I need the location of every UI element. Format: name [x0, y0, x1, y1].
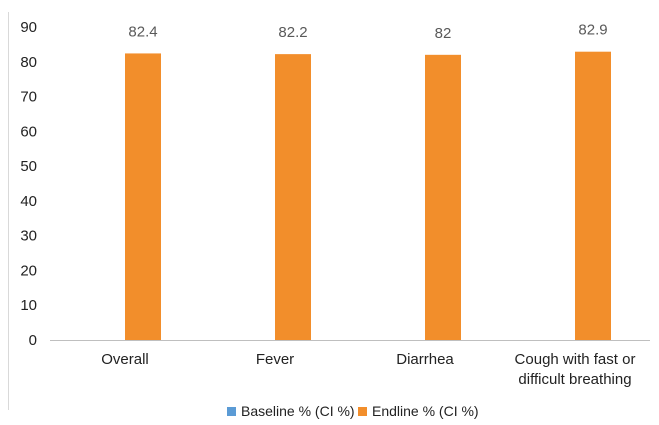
y-tick-label: 10: [20, 297, 37, 314]
x-category-label: Diarrhea: [396, 351, 454, 368]
x-category-label: Overall: [101, 351, 149, 368]
bar-value-label: 82.4: [128, 23, 157, 40]
bar-value-label: 82: [435, 25, 452, 42]
x-category-label: Cough with fast or difficult breathing: [515, 351, 636, 388]
x-category-label-line: Cough with fast or: [515, 351, 636, 368]
y-tick-label: 80: [20, 54, 37, 71]
y-tick-label: 0: [29, 332, 37, 349]
bar-value-label: 82.9: [578, 22, 607, 39]
legend-label: Endline % (CI %): [372, 403, 479, 419]
y-tick-label: 70: [20, 89, 37, 106]
bar-endline: [575, 51, 611, 340]
x-category-label-line: difficult breathing: [518, 371, 631, 388]
x-category-label: Fever: [256, 351, 294, 368]
y-tick-label: 30: [20, 228, 37, 245]
legend-swatch: [227, 407, 236, 416]
y-axis: 0 10 20 30 40 50 60 70 80 90: [8, 12, 37, 410]
bar-endline: [425, 54, 461, 340]
data-labels: 82.4 82.2 82 82.9: [128, 22, 607, 42]
bar-value-label: 82.2: [278, 24, 307, 41]
bar-endline: [125, 53, 161, 340]
bars: [125, 51, 611, 340]
legend: Baseline % (CI %) Endline % (CI %): [227, 403, 479, 419]
legend-swatch: [358, 407, 367, 416]
y-tick-label: 90: [20, 19, 37, 36]
y-tick-label: 60: [20, 123, 37, 140]
x-category-label-line: Overall: [101, 351, 149, 368]
y-tick-label: 50: [20, 158, 37, 175]
x-category-label-line: Diarrhea: [396, 351, 454, 368]
y-tick-label: 40: [20, 193, 37, 210]
x-category-label-line: Fever: [256, 351, 294, 368]
x-axis: Overall Fever Diarrhea Cough with fast or di…: [50, 340, 650, 388]
legend-label: Baseline % (CI %): [241, 403, 355, 419]
y-tick-label: 20: [20, 262, 37, 279]
bar-endline: [275, 54, 311, 340]
